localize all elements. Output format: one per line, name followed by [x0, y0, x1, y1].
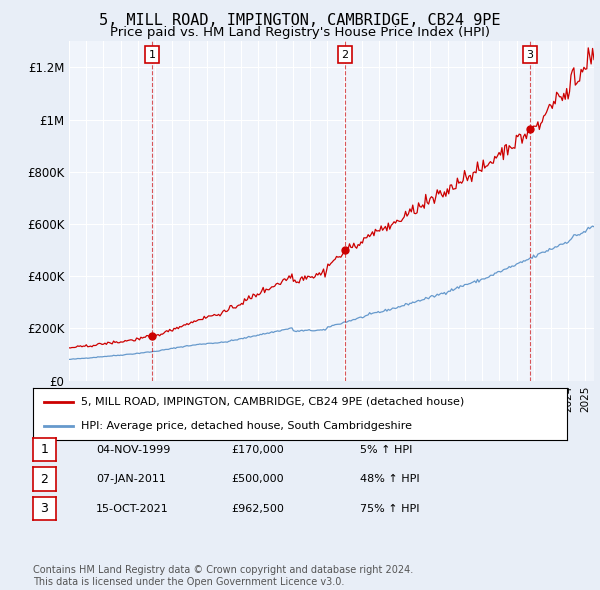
Text: 48% ↑ HPI: 48% ↑ HPI — [360, 474, 419, 484]
Text: 2: 2 — [40, 473, 49, 486]
Text: 2: 2 — [341, 50, 349, 60]
Text: £962,500: £962,500 — [231, 504, 284, 513]
Text: 75% ↑ HPI: 75% ↑ HPI — [360, 504, 419, 513]
Text: 5% ↑ HPI: 5% ↑ HPI — [360, 445, 412, 454]
Text: Price paid vs. HM Land Registry's House Price Index (HPI): Price paid vs. HM Land Registry's House … — [110, 26, 490, 39]
Text: £500,000: £500,000 — [231, 474, 284, 484]
Text: £170,000: £170,000 — [231, 445, 284, 454]
Text: 3: 3 — [527, 50, 533, 60]
Text: Contains HM Land Registry data © Crown copyright and database right 2024.
This d: Contains HM Land Registry data © Crown c… — [33, 565, 413, 587]
Text: HPI: Average price, detached house, South Cambridgeshire: HPI: Average price, detached house, Sout… — [81, 421, 412, 431]
Text: 07-JAN-2011: 07-JAN-2011 — [96, 474, 166, 484]
Text: 3: 3 — [40, 502, 49, 515]
Text: 1: 1 — [40, 443, 49, 456]
Text: 5, MILL ROAD, IMPINGTON, CAMBRIDGE, CB24 9PE: 5, MILL ROAD, IMPINGTON, CAMBRIDGE, CB24… — [99, 13, 501, 28]
Text: 5, MILL ROAD, IMPINGTON, CAMBRIDGE, CB24 9PE (detached house): 5, MILL ROAD, IMPINGTON, CAMBRIDGE, CB24… — [81, 396, 464, 407]
Text: 1: 1 — [149, 50, 156, 60]
Text: 15-OCT-2021: 15-OCT-2021 — [96, 504, 169, 513]
Text: 04-NOV-1999: 04-NOV-1999 — [96, 445, 170, 454]
